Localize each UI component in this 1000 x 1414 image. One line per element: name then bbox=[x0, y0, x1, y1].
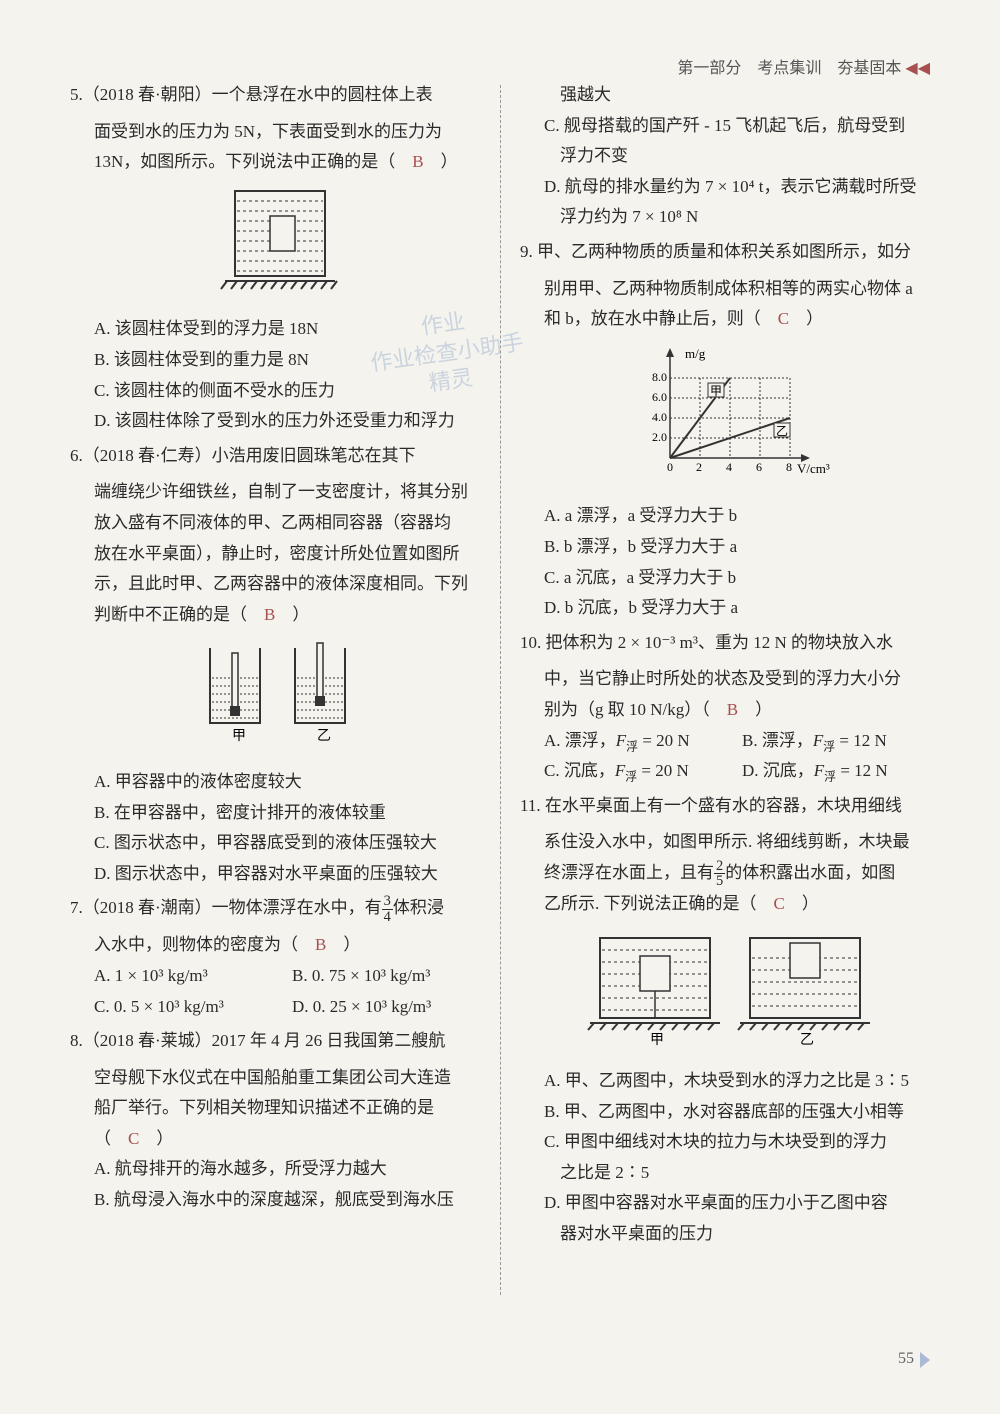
column-divider bbox=[500, 85, 501, 1295]
q10-option-b: B. 漂浮，F浮 = 12 N bbox=[742, 726, 940, 757]
svg-text:甲: 甲 bbox=[650, 1033, 664, 1048]
content-columns: 5.（2018 春·朝阳）一个悬浮在水中的圆柱体上表 面受到水的压力为 5N，下… bbox=[70, 80, 940, 1250]
q9-option-d: D. b 沉底，b 受浮力大于 a bbox=[520, 593, 940, 624]
q8-option-d1: D. 航母的排水量约为 7 × 10⁴ t，表示它满载时所受 bbox=[520, 172, 940, 203]
question-10: 10. 把体积为 2 × 10⁻³ m³、重为 12 N 的物块放入水 bbox=[520, 628, 940, 659]
page-number: 55 bbox=[898, 1345, 930, 1374]
figure-q5 bbox=[70, 186, 490, 307]
q6-option-b: B. 在甲容器中，密度计排开的液体较重 bbox=[70, 798, 490, 829]
q7-option-b: B. 0. 75 × 10³ kg/m³ bbox=[292, 961, 490, 992]
left-column: 5.（2018 春·朝阳）一个悬浮在水中的圆柱体上表 面受到水的压力为 5N，下… bbox=[70, 80, 490, 1250]
svg-text:m/g: m/g bbox=[685, 346, 706, 361]
q7-option-d: D. 0. 25 × 10³ kg/m³ bbox=[292, 992, 490, 1023]
svg-text:6: 6 bbox=[756, 460, 762, 474]
figure-q9: m/g V/cm³ 2.0 4.0 6.0 8.0 0 2 4 6 8 甲 乙 bbox=[520, 343, 940, 494]
question-5: 5.（2018 春·朝阳）一个悬浮在水中的圆柱体上表 bbox=[70, 80, 490, 111]
svg-text:甲: 甲 bbox=[710, 384, 722, 398]
page-header: 第一部分 考点集训 夯基固本◀◀ bbox=[677, 55, 930, 84]
svg-text:8.0: 8.0 bbox=[652, 370, 667, 384]
header-arrows: ◀◀ bbox=[905, 60, 930, 77]
question-6: 6.（2018 春·仁寿）小浩用废旧圆珠笔芯在其下 bbox=[70, 441, 490, 472]
q9-option-b: B. b 漂浮，b 受浮力大于 a bbox=[520, 532, 940, 563]
svg-text:0: 0 bbox=[667, 460, 673, 474]
q8-option-b-cont: 强越大 bbox=[520, 80, 940, 111]
figure-q6: 甲 乙 bbox=[70, 638, 490, 759]
question-11: 11. 在水平桌面上有一个盛有水的容器，木块用细线 bbox=[520, 791, 940, 822]
answer-5: B bbox=[412, 152, 423, 171]
svg-text:乙: 乙 bbox=[776, 424, 788, 438]
q7-option-c: C. 0. 5 × 10³ kg/m³ bbox=[94, 992, 292, 1023]
q10-option-c: C. 沉底，F浮 = 20 N bbox=[544, 756, 742, 787]
q11-option-a: A. 甲、乙两图中，木块受到水的浮力之比是 3∶5 bbox=[520, 1066, 940, 1097]
q8-option-c1: C. 舰母搭载的国产歼 - 15 飞机起飞后，航母受到 bbox=[520, 111, 940, 142]
question-7: 7.（2018 春·潮南）一物体漂浮在水中，有34体积浸 bbox=[70, 893, 490, 924]
answer-6: B bbox=[264, 605, 275, 624]
svg-text:8: 8 bbox=[786, 460, 792, 474]
answer-9: C bbox=[778, 309, 789, 328]
figure-q11: 甲 乙 bbox=[520, 928, 940, 1059]
q6-option-c: C. 图示状态中，甲容器底受到的液体压强较大 bbox=[70, 828, 490, 859]
answer-7: B bbox=[315, 935, 326, 954]
right-column: 强越大 C. 舰母搭载的国产歼 - 15 飞机起飞后，航母受到 浮力不变 D. … bbox=[520, 80, 940, 1250]
q8-option-c2: 浮力不变 bbox=[520, 141, 940, 172]
svg-text:V/cm³: V/cm³ bbox=[797, 461, 830, 476]
svg-text:2: 2 bbox=[696, 460, 702, 474]
svg-text:4: 4 bbox=[726, 460, 732, 474]
q10-option-a: A. 漂浮，F浮 = 20 N bbox=[544, 726, 742, 757]
question-8: 8.（2018 春·莱城）2017 年 4 月 26 日我国第二艘航 bbox=[70, 1026, 490, 1057]
answer-10: B bbox=[727, 700, 738, 719]
q11-option-d2: 器对水平桌面的压力 bbox=[520, 1219, 940, 1250]
svg-text:4.0: 4.0 bbox=[652, 410, 667, 424]
q10-option-d: D. 沉底，F浮 = 12 N bbox=[742, 756, 940, 787]
q11-option-c1: C. 甲图中细线对木块的拉力与木块受到的浮力 bbox=[520, 1127, 940, 1158]
answer-11: C bbox=[774, 894, 785, 913]
q8-option-b: B. 航母浸入海水中的深度越深，舰底受到海水压 bbox=[70, 1185, 490, 1216]
svg-text:2.0: 2.0 bbox=[652, 430, 667, 444]
q8-option-d2: 浮力约为 7 × 10⁸ N bbox=[520, 202, 940, 233]
q6-option-d: D. 图示状态中，甲容器对水平桌面的压强较大 bbox=[70, 859, 490, 890]
q7-option-a: A. 1 × 10³ kg/m³ bbox=[94, 961, 292, 992]
q11-option-b: B. 甲、乙两图中，水对容器底部的压强大小相等 bbox=[520, 1097, 940, 1128]
q6-option-a: A. 甲容器中的液体密度较大 bbox=[70, 767, 490, 798]
svg-text:乙: 乙 bbox=[317, 728, 331, 744]
fraction-2-5: 25 bbox=[714, 859, 725, 889]
svg-text:乙: 乙 bbox=[800, 1032, 814, 1048]
q11-option-c2: 之比是 2∶5 bbox=[520, 1158, 940, 1189]
fraction-3-4: 34 bbox=[382, 894, 393, 924]
q5-option-d: D. 该圆柱体除了受到水的压力外还受重力和浮力 bbox=[70, 406, 490, 437]
svg-text:甲: 甲 bbox=[232, 729, 246, 744]
answer-8: C bbox=[128, 1129, 139, 1148]
q9-option-c: C. a 沉底，a 受浮力大于 b bbox=[520, 563, 940, 594]
q8-option-a: A. 航母排开的海水越多，所受浮力越大 bbox=[70, 1154, 490, 1185]
q9-option-a: A. a 漂浮，a 受浮力大于 b bbox=[520, 501, 940, 532]
question-9: 9. 甲、乙两种物质的质量和体积关系如图所示，如分 bbox=[520, 237, 940, 268]
svg-text:6.0: 6.0 bbox=[652, 390, 667, 404]
q11-option-d1: D. 甲图中容器对水平桌面的压力小于乙图中容 bbox=[520, 1188, 940, 1219]
header-text: 第一部分 考点集训 夯基固本 bbox=[677, 60, 901, 77]
